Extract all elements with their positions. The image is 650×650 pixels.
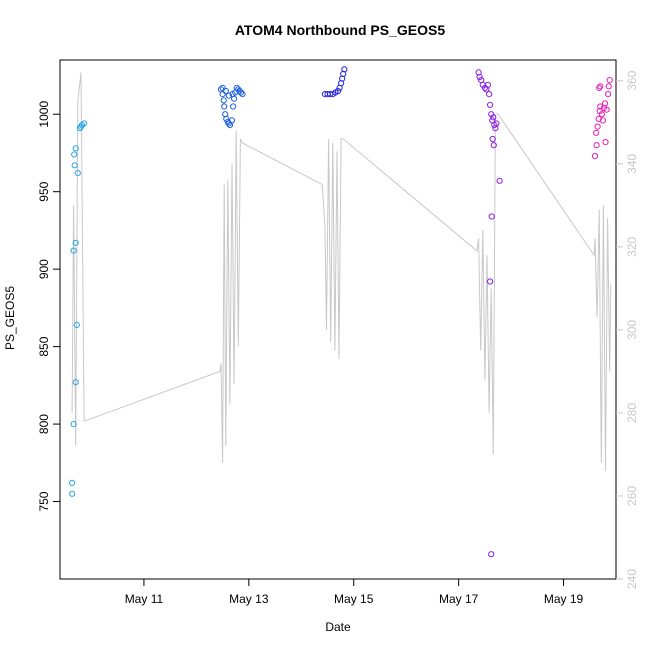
data-point-flight-1 xyxy=(70,421,77,428)
data-point-flight-1 xyxy=(72,239,79,246)
data-point-flight-2 xyxy=(220,97,227,104)
data-point-flight-4 xyxy=(496,177,503,184)
data-point-flight-2 xyxy=(239,91,246,98)
line-series xyxy=(71,72,612,472)
y-tick-label: 950 xyxy=(37,181,51,201)
data-point-flight-2 xyxy=(230,103,237,110)
data-point-flight-5 xyxy=(593,142,600,149)
data-point-flight-2 xyxy=(229,91,236,98)
data-point-flight-4 xyxy=(476,73,483,81)
y-tick-label: 900 xyxy=(37,259,51,279)
data-point-flight-5 xyxy=(598,111,605,118)
data-point-flight-4 xyxy=(487,278,494,285)
data-point-flight-5 xyxy=(596,84,603,92)
y2-tick-label: 360 xyxy=(625,70,639,90)
x-tick-label: May 11 xyxy=(125,592,164,606)
data-point-flight-4 xyxy=(481,84,488,92)
data-point-flight-3 xyxy=(334,87,342,95)
data-point-flight-5 xyxy=(597,83,604,90)
data-point-flight-4 xyxy=(493,120,500,127)
data-point-flight-5 xyxy=(597,103,604,110)
data-point-flight-1 xyxy=(71,162,78,169)
plot-area xyxy=(59,59,617,580)
y-axis-right: 240 260 280 300 320 340 360 xyxy=(616,70,639,589)
data-point-flight-2 xyxy=(237,89,245,96)
data-point-flight-5 xyxy=(595,115,602,123)
y2-tick-label: 320 xyxy=(625,237,639,257)
data-point-flight-1 xyxy=(74,170,81,177)
data-point-flight-4 xyxy=(490,114,497,121)
y2-tick-label: 260 xyxy=(625,486,639,506)
data-point-flight-2 xyxy=(225,92,232,99)
y2-tick-label: 300 xyxy=(625,320,639,340)
data-point-flight-4 xyxy=(488,213,495,220)
x-axis: May 11 May 13 May 15 May 17 May 19 xyxy=(125,579,584,606)
points-layer xyxy=(69,66,613,558)
y2-tick-label: 280 xyxy=(625,403,639,423)
x-tick-label: May 17 xyxy=(439,592,479,606)
y-tick-label: 1000 xyxy=(37,101,51,128)
data-point-flight-2 xyxy=(228,117,236,124)
x-tick-label: May 13 xyxy=(229,592,269,606)
data-point-flight-2 xyxy=(223,115,230,123)
x-tick-label: May 19 xyxy=(544,592,584,606)
data-point-flight-1 xyxy=(71,151,78,158)
data-point-flight-5 xyxy=(606,77,613,84)
x-tick-label: May 15 xyxy=(334,592,374,606)
data-point-flight-5 xyxy=(605,91,612,98)
data-point-flight-5 xyxy=(605,83,612,90)
data-point-flight-2 xyxy=(221,103,228,110)
data-point-flight-4 xyxy=(490,142,497,149)
data-point-flight-1 xyxy=(77,123,85,130)
x-axis-label: Date xyxy=(325,620,351,634)
y2-tick-label: 340 xyxy=(625,153,639,173)
data-point-flight-5 xyxy=(594,123,601,130)
chart-title: ATOM4 Northbound PS_GEOS5 xyxy=(235,22,445,38)
line-series-layer xyxy=(71,72,612,472)
data-point-flight-4 xyxy=(487,101,494,109)
data-point-flight-5 xyxy=(603,106,610,113)
data-point-flight-5 xyxy=(601,100,609,107)
data-point-flight-3 xyxy=(341,66,348,73)
y-axis-label: PS_GEOS5 xyxy=(3,286,17,350)
data-point-flight-2 xyxy=(219,91,226,98)
data-point-flight-4 xyxy=(488,551,495,558)
data-point-flight-1 xyxy=(70,247,77,254)
data-point-flight-1 xyxy=(81,120,88,127)
data-point-flight-1 xyxy=(72,145,79,152)
data-point-flight-1 xyxy=(72,379,79,386)
data-point-flight-1 xyxy=(73,321,80,328)
y-tick-label: 750 xyxy=(37,491,51,511)
data-point-flight-5 xyxy=(591,153,599,160)
data-point-flight-1 xyxy=(69,479,76,486)
data-point-flight-4 xyxy=(486,91,493,98)
data-point-flight-3 xyxy=(327,91,334,98)
data-point-flight-2 xyxy=(236,87,243,95)
data-point-flight-1 xyxy=(69,490,76,497)
data-point-flight-5 xyxy=(602,139,609,146)
data-point-flight-5 xyxy=(599,117,607,124)
data-point-flight-2 xyxy=(219,84,226,92)
y-axis-left: 750 800 850 900 950 1000 xyxy=(37,101,60,512)
data-point-flight-4 xyxy=(484,81,492,88)
data-point-flight-2 xyxy=(222,87,229,95)
data-point-flight-4 xyxy=(489,135,496,143)
data-point-flight-5 xyxy=(593,129,600,136)
y-tick-label: 800 xyxy=(37,414,51,434)
y-tick-label: 850 xyxy=(37,336,51,356)
y2-tick-label: 240 xyxy=(625,569,639,589)
